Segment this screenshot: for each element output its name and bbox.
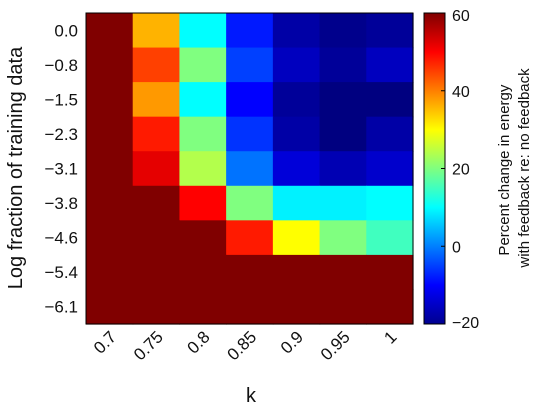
- y-axis-label: Log fraction of training data: [5, 46, 27, 289]
- colorbar-title: Percent change in energy with feedback r…: [496, 68, 533, 269]
- heatmap-cell: [226, 47, 274, 83]
- heatmap-cell: [226, 185, 274, 221]
- colorbar-tick-label: 60: [452, 8, 470, 25]
- y-tick-label: −3.1: [44, 160, 78, 179]
- heatmap-cell: [272, 82, 321, 118]
- x-tick-label: 0.8: [183, 327, 213, 357]
- heatmap-cell: [132, 82, 181, 118]
- x-tick-label: 0.95: [317, 327, 354, 364]
- heatmap-cell: [179, 151, 227, 187]
- x-tick-label: 0.75: [130, 327, 167, 364]
- heatmap-cell: [179, 82, 227, 118]
- colorbar-tick-labels: −20 0 20 40 60: [441, 8, 479, 332]
- x-tick-label: 0.85: [223, 327, 260, 364]
- heatmap-cell: [366, 254, 414, 291]
- heatmap-cell: [132, 13, 181, 49]
- heatmap-cell: [272, 13, 321, 49]
- heatmap-cell: [86, 185, 134, 221]
- heatmap-cell: [179, 185, 227, 221]
- heatmap-cell: [132, 185, 181, 221]
- x-tick-label: 1: [380, 327, 400, 347]
- heatmap-cell: [272, 289, 321, 325]
- heatmap-cell: [319, 254, 367, 291]
- heatmap-cell: [179, 254, 227, 291]
- heatmap-cell: [319, 289, 367, 325]
- heatmap-cell: [132, 116, 181, 152]
- heatmap-cell: [366, 47, 414, 83]
- y-tick-label: −0.8: [44, 56, 78, 75]
- y-tick-label: −1.5: [44, 90, 78, 109]
- x-tick-labels: 0.7 0.75 0.8 0.85 0.9 0.95 1: [90, 327, 400, 364]
- heatmap-cell: [86, 116, 134, 152]
- heatmap-cell: [272, 220, 321, 256]
- heatmap-cell: [179, 13, 227, 49]
- heatmap-cell: [132, 289, 181, 325]
- heatmap-cell: [366, 185, 414, 221]
- heatmap-cell: [132, 151, 181, 187]
- colorbar-tick-label: 20: [452, 162, 470, 179]
- colorbar-title-line-1: Percent change in energy: [496, 84, 513, 255]
- heatmap-cell: [366, 13, 414, 49]
- heatmap-cell: [226, 151, 274, 187]
- y-tick-label: −2.3: [44, 125, 78, 144]
- colorbar-tick-label: −20: [452, 315, 479, 332]
- heatmap-cell: [366, 82, 414, 118]
- heatmap-cell: [319, 82, 367, 118]
- heatmap-cell: [86, 82, 134, 118]
- heatmap-cell: [179, 289, 227, 325]
- heatmap-cell: [319, 185, 367, 221]
- heatmap-cell: [86, 289, 134, 325]
- y-tick-label: −5.4: [44, 263, 78, 282]
- heatmap-cell: [179, 220, 227, 256]
- y-tick-label: −3.8: [44, 194, 78, 213]
- heatmap-cell: [226, 13, 274, 49]
- x-tick-label: 0.7: [90, 327, 120, 357]
- heatmap-cell: [272, 254, 321, 291]
- heatmap-cell: [179, 116, 227, 152]
- heatmap-cell: [366, 151, 414, 187]
- y-tick-label: −6.1: [44, 298, 78, 317]
- heatmap-cell: [366, 289, 414, 325]
- heatmap-cell: [226, 82, 274, 118]
- heatmap-cell: [226, 116, 274, 152]
- y-tick-label: 0.0: [54, 21, 78, 40]
- heatmap-cell: [272, 151, 321, 187]
- heatmap-cell: [226, 254, 274, 291]
- heatmap-cell: [319, 220, 367, 256]
- colorbar-tick-label: 40: [452, 84, 470, 101]
- heatmap-cell: [86, 151, 134, 187]
- heatmap-cell: [132, 254, 181, 291]
- heatmap-cell: [179, 47, 227, 83]
- heatmap-cell: [132, 220, 181, 256]
- heatmap-cell: [226, 220, 274, 256]
- colorbar-tick-label: 0: [452, 239, 461, 256]
- heatmap-cell: [272, 185, 321, 221]
- y-tick-labels: 0.0 −0.8 −1.5 −2.3 −3.1 −3.8 −4.6 −5.4 −6.1: [44, 21, 78, 316]
- heatmap-cell: [366, 220, 414, 256]
- heatmap-cell: [319, 151, 367, 187]
- plot-frame: [85, 12, 414, 325]
- heatmap-cell: [86, 47, 134, 83]
- colorbar-title-line-2: with feedback re: no feedback: [516, 68, 533, 269]
- heatmap-cell: [319, 116, 367, 152]
- heatmap-cell: [366, 116, 414, 152]
- y-tick-label: −4.6: [44, 229, 78, 248]
- heatmap-cells: [86, 13, 414, 325]
- heatmap-cell: [86, 254, 134, 291]
- heatmap-cell: [86, 13, 134, 49]
- heatmap-cell: [226, 289, 274, 325]
- heatmap-cell: [272, 116, 321, 152]
- heatmap-cell: [86, 220, 134, 256]
- x-tick-label: 0.9: [277, 327, 307, 357]
- heatmap-cell: [319, 47, 367, 83]
- heatmap-cell: [272, 47, 321, 83]
- heatmap-cell: [319, 13, 367, 49]
- x-axis-label: k: [246, 385, 257, 407]
- heatmap-cell: [132, 47, 181, 83]
